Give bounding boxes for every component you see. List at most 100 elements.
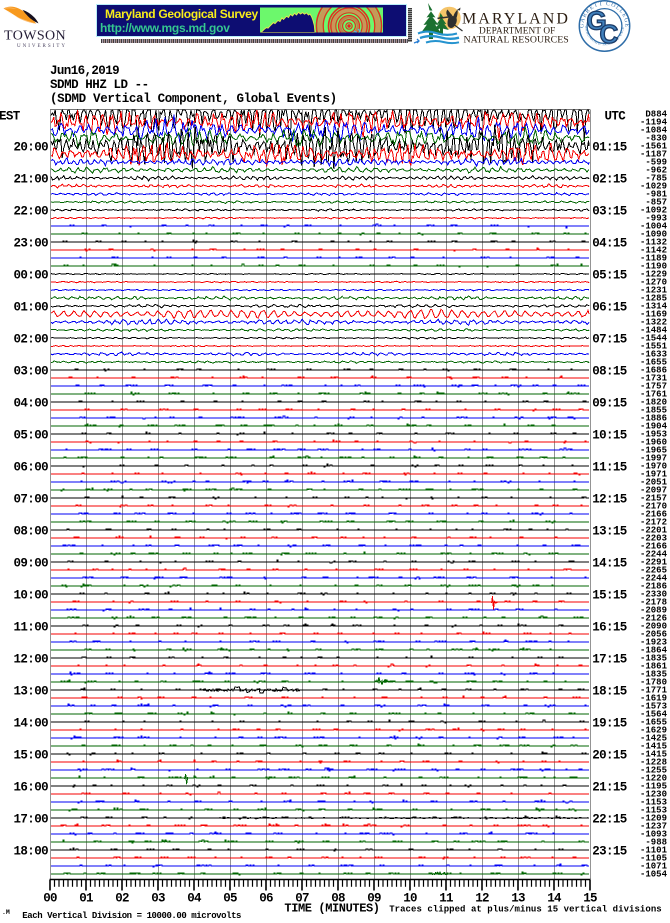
svg-text:-1886: -1886 [640, 414, 667, 424]
svg-text:-1551: -1551 [640, 342, 668, 352]
svg-text:11: 11 [439, 892, 453, 906]
svg-text:-1229: -1229 [640, 270, 667, 280]
svg-text:-1415: -1415 [640, 750, 667, 760]
svg-text:-1771: -1771 [640, 686, 668, 696]
svg-text:15: 15 [583, 892, 597, 906]
svg-text:-1153: -1153 [640, 798, 667, 808]
svg-text:21:15: 21:15 [592, 781, 627, 795]
svg-text:00:00: 00:00 [13, 269, 48, 283]
svg-text:SDMD HHZ LD --: SDMD HHZ LD -- [50, 78, 149, 92]
svg-text:16:00: 16:00 [13, 781, 48, 795]
svg-text:05: 05 [223, 892, 237, 906]
svg-text:-1169: -1169 [640, 310, 667, 320]
svg-text:-1780: -1780 [640, 678, 667, 688]
svg-text:12:00: 12:00 [13, 653, 48, 667]
svg-text:-599: -599 [645, 158, 667, 168]
svg-text:02:00: 02:00 [13, 333, 48, 347]
svg-text:00: 00 [43, 892, 57, 906]
svg-text:11:15: 11:15 [592, 461, 627, 475]
svg-text:03:00: 03:00 [13, 365, 48, 379]
svg-text:-2172: -2172 [640, 518, 667, 528]
svg-text:12:15: 12:15 [592, 493, 627, 507]
svg-text:13:15: 13:15 [592, 525, 627, 539]
svg-text:Each Vertical Division = 10000: Each Vertical Division = 10000.00 microv… [22, 911, 241, 921]
svg-text:UTC: UTC [605, 110, 627, 124]
svg-text:09: 09 [367, 892, 381, 906]
svg-text:07: 07 [295, 892, 309, 906]
svg-text:-1619: -1619 [640, 694, 667, 704]
svg-text:-1561: -1561 [640, 142, 668, 152]
svg-text:-2244: -2244 [640, 550, 668, 560]
svg-text:20:00: 20:00 [13, 141, 48, 155]
svg-text:08:00: 08:00 [13, 525, 48, 539]
svg-text:08: 08 [331, 892, 345, 906]
svg-text:-1633: -1633 [640, 350, 667, 360]
svg-text:-962: -962 [645, 166, 667, 176]
svg-text:-1904: -1904 [640, 422, 668, 432]
svg-text:-1004: -1004 [640, 222, 668, 232]
svg-text:-1564: -1564 [640, 710, 668, 720]
svg-text:-2186: -2186 [640, 582, 667, 592]
svg-text:12: 12 [475, 892, 489, 906]
svg-text:07:15: 07:15 [592, 333, 627, 347]
svg-text:-1195: -1195 [640, 782, 667, 792]
svg-text:21:00: 21:00 [13, 173, 48, 187]
svg-text:-1105: -1105 [640, 854, 667, 864]
svg-text:-1189: -1189 [640, 254, 667, 264]
svg-text:-1101: -1101 [640, 846, 668, 856]
svg-text:-1255: -1255 [640, 766, 667, 776]
svg-text:-1965: -1965 [640, 446, 667, 456]
svg-text:-2090: -2090 [640, 622, 667, 632]
svg-text:-2170: -2170 [640, 502, 667, 512]
svg-text:-993: -993 [645, 214, 667, 224]
svg-text:-1054: -1054 [640, 870, 668, 880]
svg-text:-1187: -1187 [640, 150, 667, 160]
svg-text:04: 04 [187, 892, 202, 906]
svg-text:-2330: -2330 [640, 590, 667, 600]
svg-text:03:15: 03:15 [592, 205, 627, 219]
svg-text:-1153: -1153 [640, 806, 667, 816]
svg-text:01: 01 [79, 892, 93, 906]
svg-text:-1314: -1314 [640, 302, 668, 312]
svg-text:18:15: 18:15 [592, 685, 627, 699]
svg-text:-1322: -1322 [640, 318, 667, 328]
svg-text:-988: -988 [645, 838, 667, 848]
svg-text:EST: EST [0, 110, 21, 124]
svg-text:11:00: 11:00 [13, 621, 48, 635]
svg-text:-1071: -1071 [640, 862, 668, 872]
svg-text:-1997: -1997 [640, 454, 667, 464]
svg-text:16:15: 16:15 [592, 621, 627, 635]
svg-text:-1761: -1761 [640, 390, 668, 400]
svg-text:-1194: -1194 [640, 118, 668, 128]
svg-text:01:00: 01:00 [13, 301, 48, 315]
svg-text:-1237: -1237 [640, 822, 667, 832]
svg-text:-1820: -1820 [640, 398, 667, 408]
svg-text:23:15: 23:15 [592, 845, 627, 859]
svg-text:07:00: 07:00 [13, 493, 48, 507]
svg-text:-1864: -1864 [640, 646, 668, 656]
svg-text:10:00: 10:00 [13, 589, 48, 603]
svg-text:-1953: -1953 [640, 430, 667, 440]
svg-text:-1209: -1209 [640, 814, 667, 824]
svg-text:-1093: -1093 [640, 830, 667, 840]
svg-text:-2126: -2126 [640, 614, 667, 624]
svg-text:-2291: -2291 [640, 558, 668, 568]
svg-text:-1084: -1084 [640, 126, 668, 136]
svg-text:-857: -857 [645, 198, 667, 208]
svg-text:18:00: 18:00 [13, 845, 48, 859]
svg-text:-2166: -2166 [640, 542, 667, 552]
svg-text:02: 02 [115, 892, 129, 906]
svg-text:C: C [600, 19, 619, 49]
svg-text:23:00: 23:00 [13, 237, 48, 251]
svg-text:-1228: -1228 [640, 758, 667, 768]
svg-text:-1132: -1132 [640, 238, 667, 248]
svg-text:-1960: -1960 [640, 438, 667, 448]
svg-text:-1415: -1415 [640, 742, 667, 752]
svg-text:-1835: -1835 [640, 654, 667, 664]
svg-text:-2201: -2201 [640, 526, 668, 536]
svg-text:-1285: -1285 [640, 294, 667, 304]
svg-text:-1855: -1855 [640, 406, 667, 416]
svg-text:01:15: 01:15 [592, 141, 627, 155]
svg-text:-1686: -1686 [640, 366, 667, 376]
svg-text:10: 10 [403, 892, 417, 906]
